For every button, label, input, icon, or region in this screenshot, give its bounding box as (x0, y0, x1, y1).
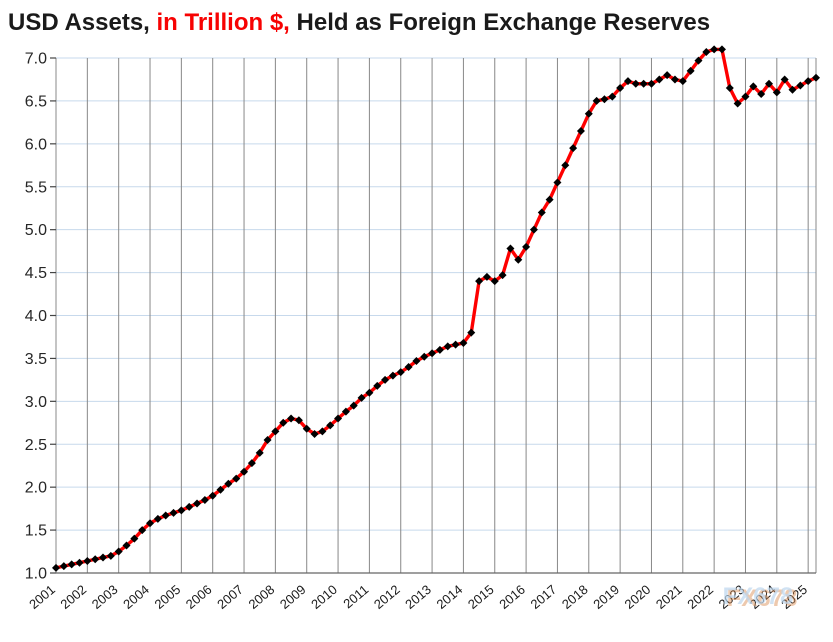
svg-text:2.0: 2.0 (25, 480, 47, 497)
svg-text:7.0: 7.0 (25, 51, 47, 68)
svg-text:2.5: 2.5 (25, 437, 47, 454)
svg-text:6.5: 6.5 (25, 93, 47, 110)
svg-text:5.0: 5.0 (25, 222, 47, 239)
svg-text:1.5: 1.5 (25, 523, 47, 540)
svg-text:5.5: 5.5 (25, 179, 47, 196)
svg-text:3.0: 3.0 (25, 394, 47, 411)
svg-text:FX678: FX678 (723, 583, 794, 610)
svg-text:6.0: 6.0 (25, 136, 47, 153)
svg-text:3.5: 3.5 (25, 351, 47, 368)
svg-text:1.0: 1.0 (25, 566, 47, 583)
svg-text:4.0: 4.0 (25, 308, 47, 325)
svg-text:4.5: 4.5 (25, 265, 47, 282)
